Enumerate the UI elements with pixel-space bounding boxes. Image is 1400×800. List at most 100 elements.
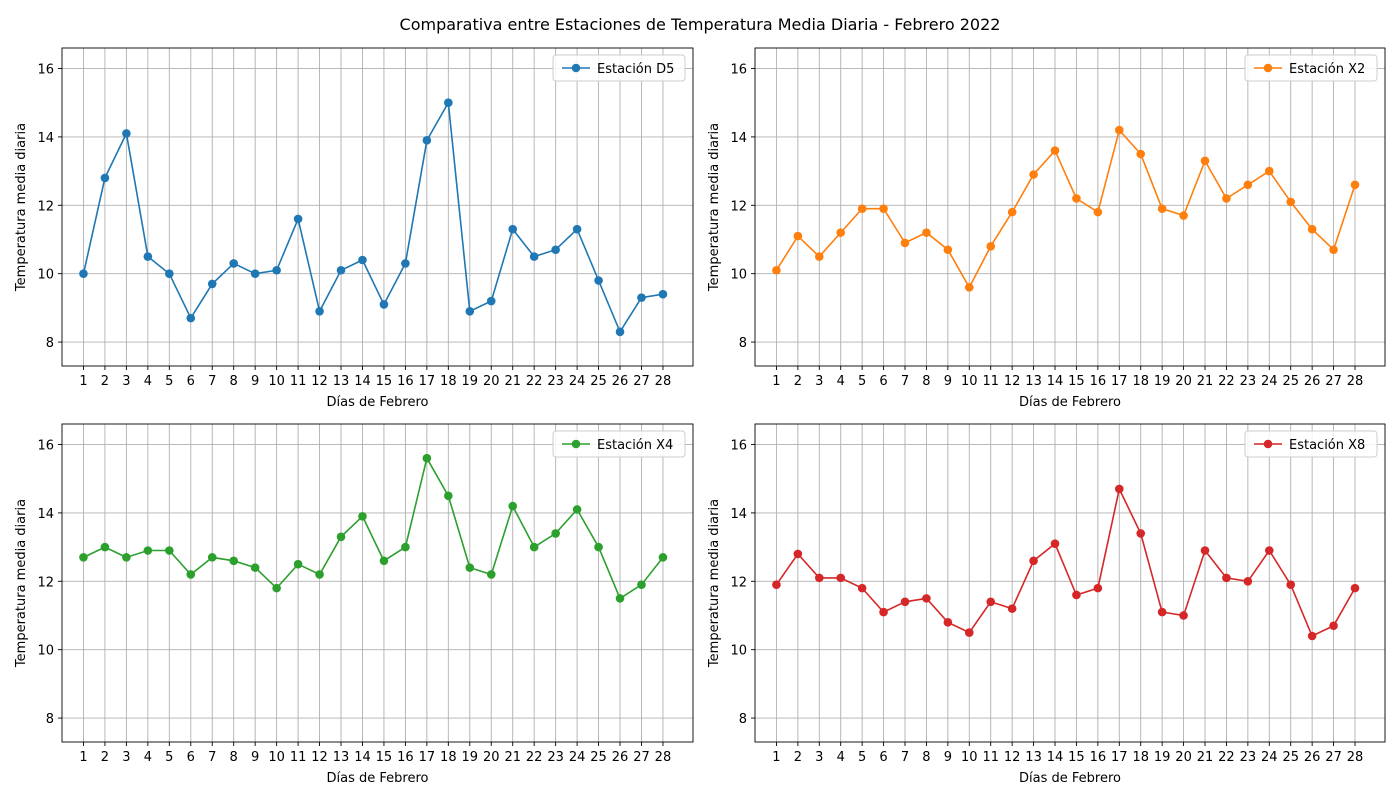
x-tick-label: 14 <box>354 374 371 389</box>
x-tick-label: 28 <box>1347 750 1364 765</box>
y-tick-label: 8 <box>46 712 54 727</box>
data-point <box>772 580 781 590</box>
x-tick-label: 15 <box>376 374 393 389</box>
data-point <box>857 583 867 593</box>
data-point <box>922 228 931 237</box>
x-axis-label: Días de Febrero <box>327 771 429 786</box>
data-point <box>250 563 260 572</box>
plot-frame <box>61 423 694 743</box>
y-tick-label: 8 <box>739 336 747 351</box>
series-line-estacion-x8 <box>775 486 1356 638</box>
x-tick-label: 13 <box>333 750 350 765</box>
x-tick-label: 24 <box>569 750 586 765</box>
y-tick-label: 16 <box>730 63 747 78</box>
x-tick-label: 18 <box>440 750 457 765</box>
data-point <box>165 546 174 555</box>
data-point <box>1072 194 1081 203</box>
x-tick-label: 15 <box>1068 750 1085 765</box>
data-point <box>964 628 974 637</box>
x-tick-label: 11 <box>290 750 307 765</box>
x-tick-label: 20 <box>1175 750 1192 765</box>
x-tick-label: 14 <box>1047 374 1064 389</box>
data-point <box>508 501 518 511</box>
legend-box <box>552 430 686 458</box>
data-point <box>615 327 625 337</box>
x-tick-label: 4 <box>144 750 152 765</box>
y-tick-label: 10 <box>37 644 54 659</box>
data-point <box>1307 224 1317 234</box>
x-tick-label: 21 <box>1197 374 1214 389</box>
data-point <box>986 242 996 251</box>
legend: Estación X8 <box>1244 430 1378 458</box>
x-tick-label: 10 <box>961 374 978 389</box>
legend-label: Estación D5 <box>597 62 674 77</box>
data-point <box>422 136 432 145</box>
data-point <box>594 542 603 552</box>
x-tick-label: 4 <box>837 750 845 765</box>
x-tick-label: 5 <box>165 374 173 389</box>
x-tick-label: 20 <box>483 750 500 765</box>
x-tick-label: 22 <box>1218 374 1235 389</box>
data-point <box>336 265 346 275</box>
data-point <box>336 532 346 542</box>
data-point <box>1222 194 1231 203</box>
legend-box <box>1244 430 1378 458</box>
x-tick-label: 23 <box>547 750 564 765</box>
x-tick-label: 3 <box>122 374 130 389</box>
x-tick-label: 24 <box>569 374 586 389</box>
y-tick-label: 16 <box>730 439 747 454</box>
x-tick-label: 15 <box>376 750 393 765</box>
x-tick-label: 11 <box>290 374 307 389</box>
legend-label: Estación X4 <box>597 438 673 453</box>
data-point <box>358 255 367 265</box>
x-tick-label: 22 <box>526 374 543 389</box>
data-point <box>814 573 824 583</box>
x-tick-label: 1 <box>772 374 780 389</box>
x-tick-label: 4 <box>837 374 845 389</box>
data-point <box>250 269 260 278</box>
x-tick-label: 6 <box>187 750 195 765</box>
y-axis-label: Temperatura media diaria <box>707 499 722 668</box>
data-point <box>143 546 153 555</box>
y-tick-label: 10 <box>730 268 747 283</box>
data-point <box>379 300 389 309</box>
x-tick-label: 15 <box>1068 374 1085 389</box>
legend: Estación X2 <box>1244 54 1378 82</box>
x-tick-label: 13 <box>333 374 350 389</box>
data-point <box>1050 146 1060 155</box>
series-line-estacion-x4 <box>83 456 664 600</box>
data-point <box>165 269 174 278</box>
data-point <box>943 618 953 627</box>
x-tick-label: 8 <box>230 750 238 765</box>
data-point <box>1114 484 1124 494</box>
data-point <box>793 231 803 241</box>
data-point <box>1093 583 1103 593</box>
data-point <box>986 597 996 607</box>
x-tick-label: 19 <box>1154 374 1171 389</box>
legend-label: Estación X2 <box>1289 62 1365 77</box>
legend-swatch-marker <box>1263 63 1273 73</box>
chart-panel-1: 1 2 3 4 5 6 7 8 9 10 11 12 13 14 15 16 17 18 19 20 21 22 23 24 2… <box>14 47 694 410</box>
x-tick-label: 8 <box>922 374 930 389</box>
data-point <box>143 252 153 261</box>
data-point <box>1157 204 1167 214</box>
data-point <box>486 570 496 579</box>
x-tick-label: 13 <box>1025 374 1042 389</box>
data-point <box>637 580 646 590</box>
x-tick-label: 16 <box>1090 374 1107 389</box>
x-tick-label: 9 <box>944 750 952 765</box>
data-point <box>1222 573 1231 583</box>
data-point <box>900 238 910 248</box>
x-tick-label: 25 <box>590 374 607 389</box>
data-point <box>879 204 888 214</box>
y-tick-label: 16 <box>37 439 54 454</box>
x-tick-label: 16 <box>397 750 414 765</box>
x-tick-label: 3 <box>815 750 823 765</box>
x-tick-label: 17 <box>419 750 436 765</box>
x-tick-label: 5 <box>858 374 866 389</box>
x-tick-label: 12 <box>311 374 328 389</box>
plot-frame <box>754 423 1386 743</box>
x-tick-label: 14 <box>1047 750 1064 765</box>
y-tick-label: 12 <box>730 575 747 590</box>
